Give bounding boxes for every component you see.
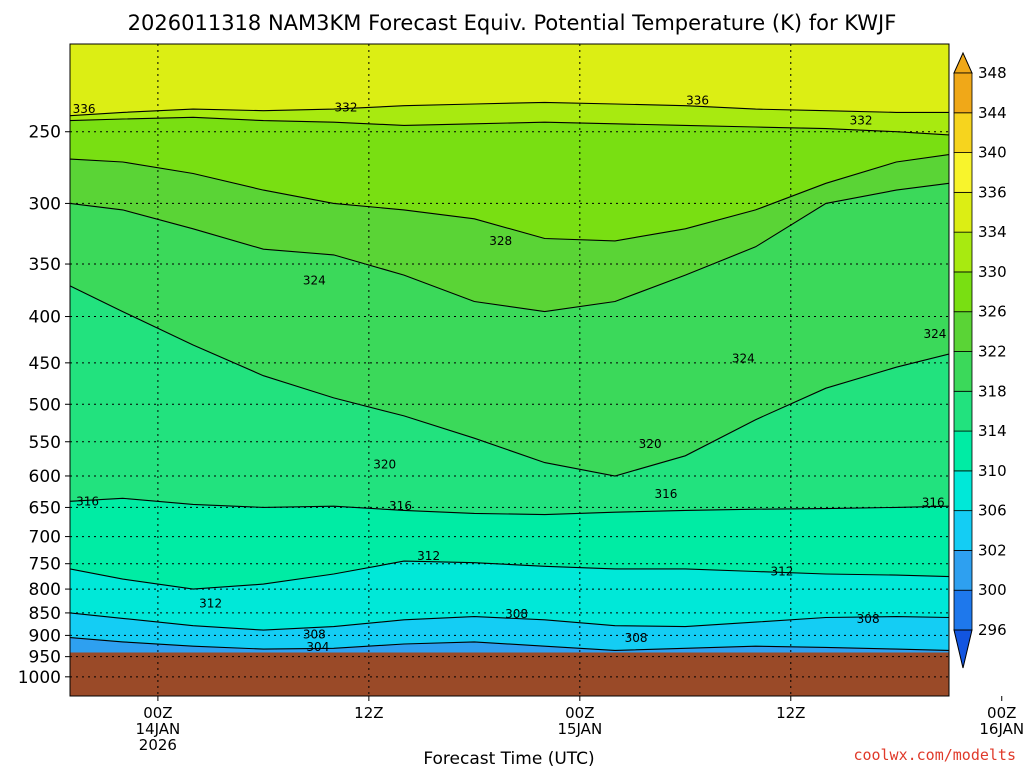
y-tick-label: 800 xyxy=(29,580,61,600)
y-tick-label: 700 xyxy=(29,528,61,548)
contour-320 xyxy=(70,285,949,477)
x-tick-label: 16JAN xyxy=(979,720,1024,738)
colorbar-label: 340 xyxy=(978,144,1007,162)
contour-328 xyxy=(70,154,949,242)
colorbar-segment xyxy=(953,589,973,631)
colorbar-segment xyxy=(953,470,973,512)
y-tick-label: 950 xyxy=(29,648,61,668)
colorbar-label: 306 xyxy=(978,502,1007,520)
colorbar-label: 318 xyxy=(978,382,1007,400)
x-tick-label: 00Z xyxy=(143,704,172,722)
contour-label: 312 xyxy=(417,549,440,563)
credit-text: coolwx.com/modelts xyxy=(853,746,1016,764)
contour-label: 324 xyxy=(923,327,946,341)
colorbar-segment xyxy=(953,430,973,472)
x-tick-label: 2026 xyxy=(139,736,177,754)
colorbar-segment xyxy=(953,112,973,153)
contour-label: 308 xyxy=(505,607,528,621)
colorbar-segment xyxy=(953,550,973,591)
contour-label: 316 xyxy=(389,499,412,513)
colorbar-label: 322 xyxy=(978,343,1007,361)
colorbar-segment xyxy=(953,311,973,352)
colorbar: 296 300 302 306 310 314 318 322 326 330 334 336 340 3… xyxy=(953,51,1007,669)
contour-label: 332 xyxy=(335,100,358,114)
colorbar-top-arrow xyxy=(953,51,973,74)
contour-label: 332 xyxy=(850,114,873,128)
chart-title: 2026011318 NAM3KM Forecast Equiv. Potent… xyxy=(128,11,897,35)
x-axis-title: Forecast Time (UTC) xyxy=(423,749,594,768)
contour-label: 316 xyxy=(76,494,99,508)
contour-336 xyxy=(70,101,949,117)
contour-label: 316 xyxy=(922,496,945,510)
contour-label: 312 xyxy=(771,564,794,578)
contour-lines xyxy=(70,101,949,651)
colorbar-bottom-arrow xyxy=(953,629,973,669)
contour-332 xyxy=(70,116,949,136)
colorbar-segment xyxy=(953,351,973,392)
contour-label: 324 xyxy=(732,351,755,365)
x-tick-label: 12Z xyxy=(776,704,805,722)
contour-label: 308 xyxy=(625,631,648,645)
colorbar-label: 302 xyxy=(978,541,1007,559)
y-tick-label: 650 xyxy=(29,498,61,518)
contour-324 xyxy=(70,182,949,313)
y-tick-label: 600 xyxy=(29,467,61,487)
colorbar-segment xyxy=(953,72,973,114)
grid-lines xyxy=(70,44,949,696)
contour-label: 336 xyxy=(73,102,96,116)
colorbar-label: 348 xyxy=(978,64,1007,82)
contour-label: 336 xyxy=(686,94,709,108)
contour-labels: 336 332 336 332 328 324 324 324 320 320 316 316 316 3… xyxy=(73,94,947,654)
colorbar-segment xyxy=(953,231,973,273)
contour-304 xyxy=(70,637,949,651)
y-tick-label: 750 xyxy=(29,555,61,575)
colorbar-segment xyxy=(953,390,973,432)
contour-label: 324 xyxy=(303,274,326,288)
y-axis: 2503003504004505005506006507007508008509… xyxy=(18,123,70,688)
y-tick-label: 1000 xyxy=(18,668,61,688)
contour-label: 312 xyxy=(199,597,222,611)
y-tick-label: 550 xyxy=(29,433,61,453)
contour-label: 320 xyxy=(639,437,662,451)
contour-label: 308 xyxy=(857,612,880,626)
colorbar-label: 314 xyxy=(978,422,1007,440)
colorbar-label: 300 xyxy=(978,581,1007,599)
plot-frame xyxy=(69,43,950,697)
contour-label: 304 xyxy=(306,640,329,654)
ground-below-surface xyxy=(70,652,949,696)
colorbar-label: 310 xyxy=(978,462,1007,480)
contour-308 xyxy=(70,612,949,631)
contour-label: 320 xyxy=(373,458,396,472)
y-tick-label: 350 xyxy=(29,255,61,275)
x-tick-label: 12Z xyxy=(354,704,383,722)
colorbar-label: 336 xyxy=(978,183,1007,201)
y-tick-label: 900 xyxy=(29,626,61,646)
y-tick-label: 300 xyxy=(29,194,61,214)
y-tick-label: 400 xyxy=(29,308,61,328)
y-tick-label: 450 xyxy=(29,354,61,374)
colorbar-label: 296 xyxy=(978,621,1007,639)
contour-label: 308 xyxy=(303,628,326,642)
x-tick-label: 00Z xyxy=(987,704,1016,722)
contour-label: 316 xyxy=(655,487,678,501)
y-tick-label: 500 xyxy=(29,395,61,415)
colorbar-label: 344 xyxy=(978,104,1007,122)
colorbar-segment xyxy=(953,152,973,193)
colorbar-segment xyxy=(953,271,973,313)
colorbar-label: 326 xyxy=(978,303,1007,321)
contour-312 xyxy=(70,560,949,590)
y-tick-label: 850 xyxy=(29,604,61,624)
y-tick-label: 250 xyxy=(29,123,61,143)
colorbar-segment xyxy=(953,191,973,233)
contour-label: 328 xyxy=(489,234,512,248)
x-tick-label: 14JAN xyxy=(136,720,181,738)
x-tick-label: 15JAN xyxy=(557,720,602,738)
x-tick-label: 00Z xyxy=(565,704,594,722)
colorbar-label: 334 xyxy=(978,223,1007,241)
contour-316 xyxy=(70,497,949,516)
colorbar-label: 330 xyxy=(978,263,1007,281)
colorbar-segment xyxy=(953,510,973,551)
